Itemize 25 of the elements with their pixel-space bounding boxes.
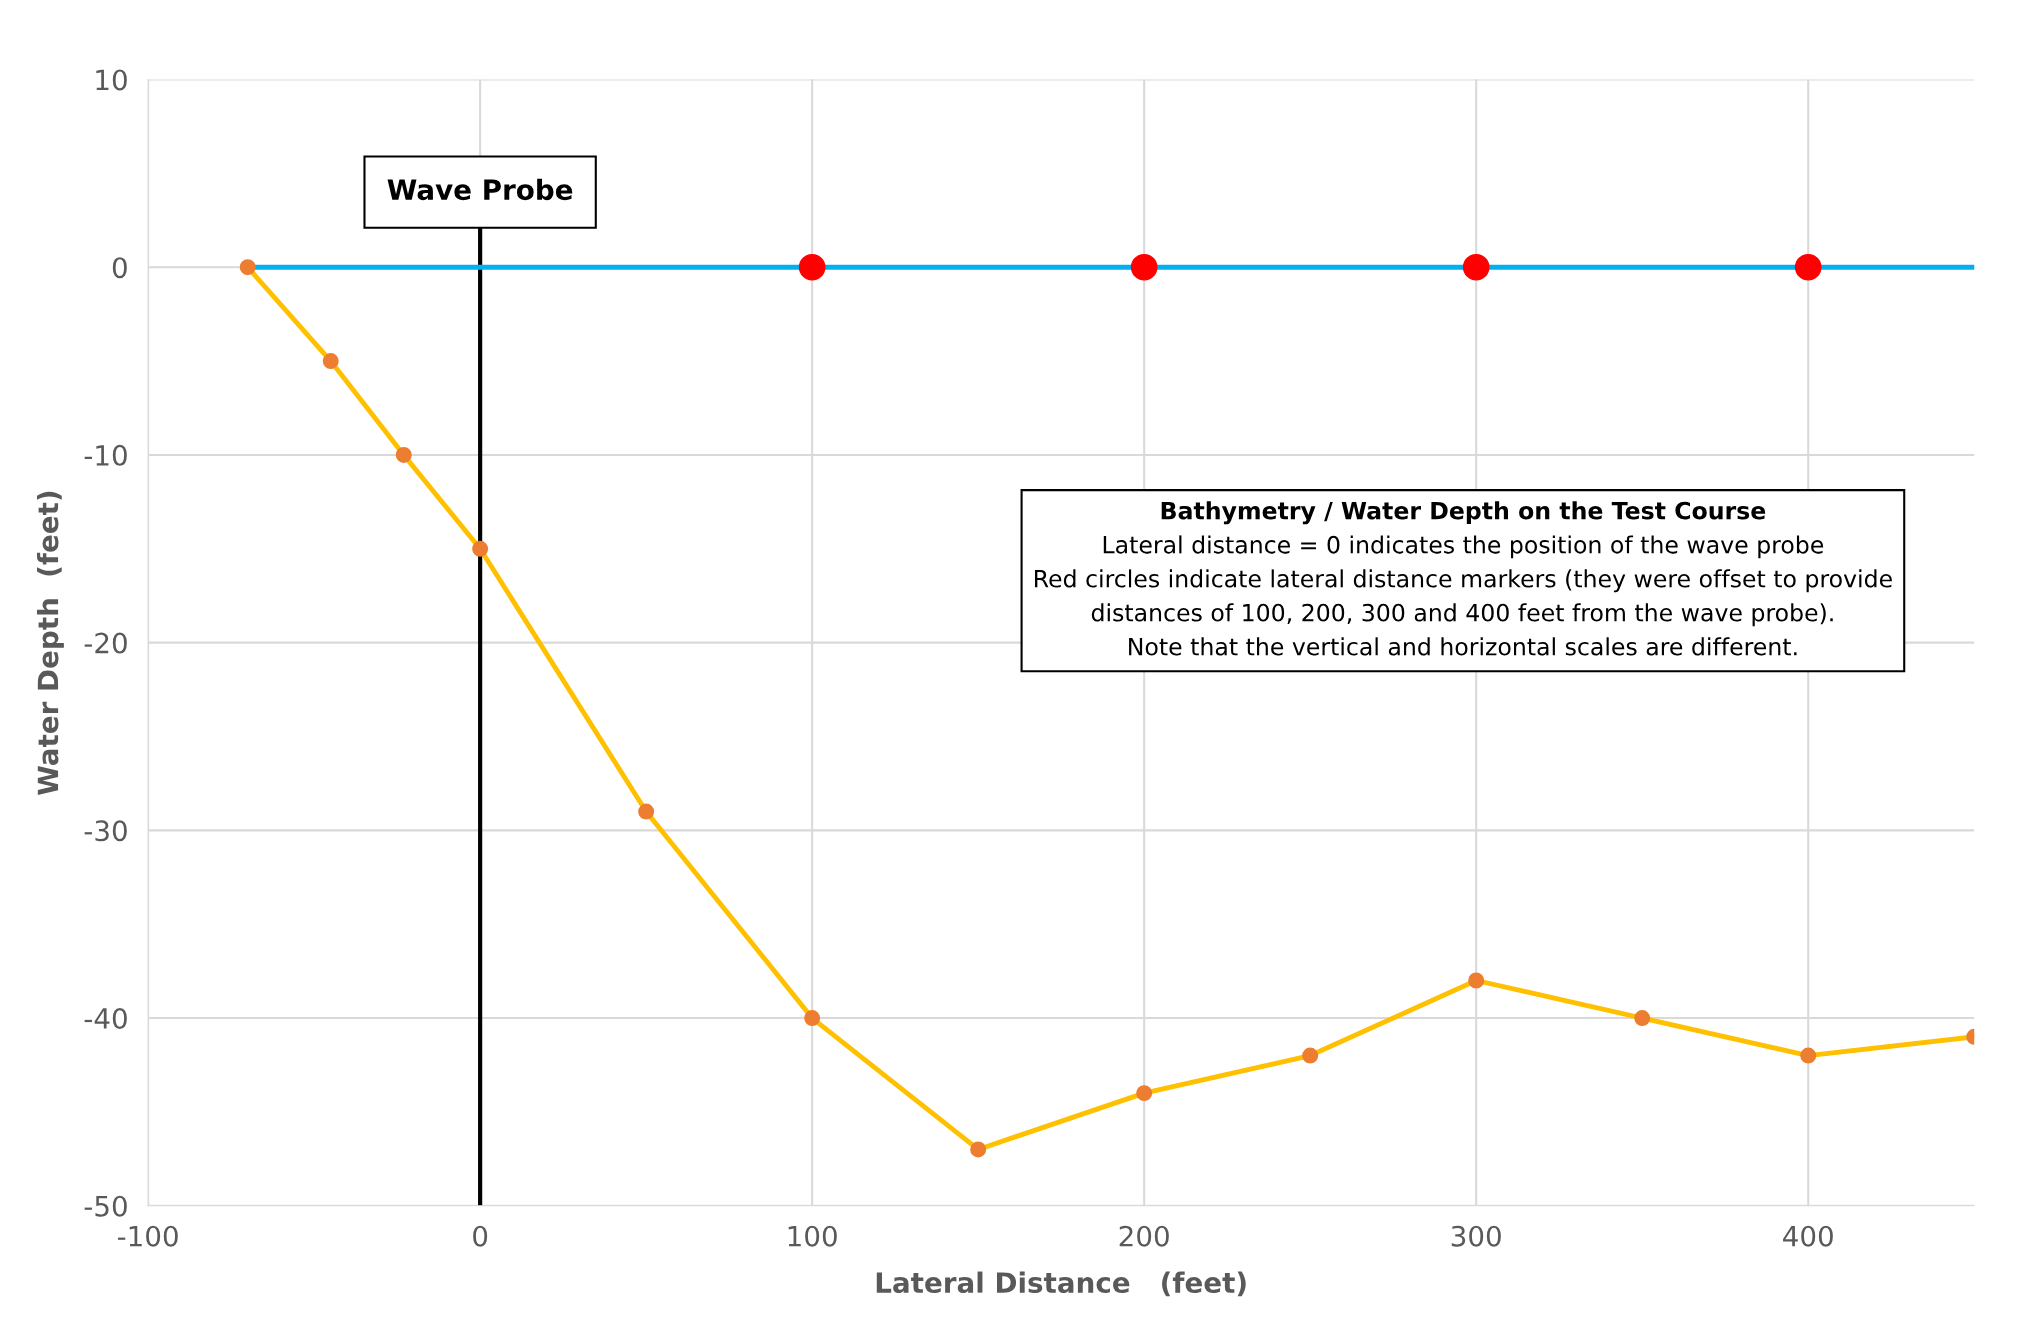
point xyxy=(1130,253,1158,281)
x-tick-label: 300 xyxy=(1451,1225,1501,1247)
point xyxy=(798,253,826,281)
y-tick-label: -40 xyxy=(84,1007,127,1029)
y-tick-label: -30 xyxy=(84,820,127,842)
point xyxy=(1462,253,1490,281)
y-axis-title: Water Depth (feet) xyxy=(36,491,64,796)
ref-line-label: Wave Probe xyxy=(387,178,573,201)
y-tick-label: -20 xyxy=(84,632,127,654)
annotation: Bathymetry / Water Depth on the Test Course xyxy=(1161,501,1766,525)
x-tick-label: 100 xyxy=(788,1225,837,1247)
y-tick-label: -10 xyxy=(84,444,127,466)
x-tick-label: 200 xyxy=(1119,1225,1169,1247)
x-tick-label: 400 xyxy=(1783,1225,1833,1247)
x-tick-label: -100 xyxy=(117,1225,178,1247)
annotation: Lateral distance = 0 indicates the position of the wave probe xyxy=(1103,535,1824,559)
y-tick-label: -50 xyxy=(84,1195,127,1217)
y-tick-label: 0 xyxy=(112,257,127,279)
annotation: distances of 100, 200, 300 and 400 feet from the wave probe). xyxy=(1091,603,1833,627)
point xyxy=(1794,253,1822,281)
annotation: Note that the vertical and horizontal scales are different. xyxy=(1129,637,1797,656)
y-tick-label: 10 xyxy=(96,69,127,91)
x-tick-label: 0 xyxy=(473,1225,488,1247)
x-axis-title: Lateral Distance (feet) xyxy=(876,1271,1246,1297)
annotation: Red circles indicate lateral distance markers (they were offset to provide xyxy=(1035,569,1892,593)
